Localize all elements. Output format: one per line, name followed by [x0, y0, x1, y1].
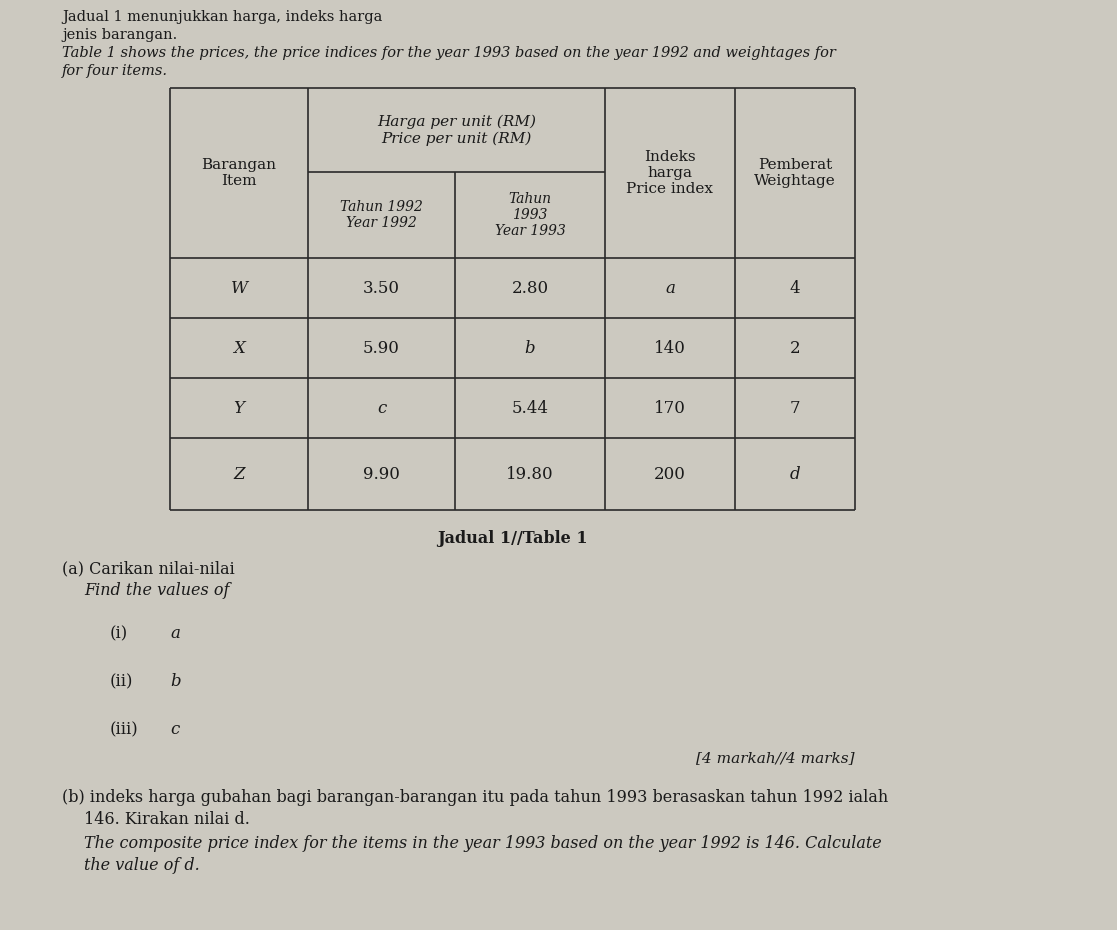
Text: 7: 7 [790, 400, 800, 417]
Text: X: X [233, 339, 245, 356]
Text: Tahun
1993
Year 1993: Tahun 1993 Year 1993 [495, 192, 565, 238]
Text: jenis barangan.: jenis barangan. [63, 28, 178, 42]
Text: 2: 2 [790, 339, 800, 356]
Text: W: W [230, 280, 248, 297]
Text: Find the values of: Find the values of [84, 582, 229, 599]
Text: (b) indeks harga gubahan bagi barangan-barangan itu pada tahun 1993 berasaskan t: (b) indeks harga gubahan bagi barangan-b… [63, 789, 888, 806]
Text: 4: 4 [790, 280, 800, 297]
Text: (iii): (iii) [109, 721, 139, 738]
Text: [4 markah//4 marks]: [4 markah//4 marks] [696, 751, 855, 765]
Text: a: a [170, 625, 180, 642]
Text: (ii): (ii) [109, 673, 134, 690]
Text: 2.80: 2.80 [512, 280, 548, 297]
Text: (a) Carikan nilai-nilai: (a) Carikan nilai-nilai [63, 560, 235, 577]
Text: b: b [170, 673, 181, 690]
Text: Z: Z [233, 466, 245, 483]
Text: Harga per unit (RM)
Price per unit (RM): Harga per unit (RM) Price per unit (RM) [378, 114, 536, 145]
Text: 140: 140 [655, 339, 686, 356]
Text: Table 1 shows the prices, the price indices for the year 1993 based on the year : Table 1 shows the prices, the price indi… [63, 46, 836, 60]
Text: 200: 200 [655, 466, 686, 483]
Text: Jadual 1 menunjukkan harga, indeks harga: Jadual 1 menunjukkan harga, indeks harga [63, 10, 382, 24]
Text: 5.90: 5.90 [363, 339, 400, 356]
Text: Y: Y [233, 400, 245, 417]
Text: Jadual 1//Table 1: Jadual 1//Table 1 [437, 530, 588, 547]
Text: c: c [170, 721, 179, 738]
Text: 3.50: 3.50 [363, 280, 400, 297]
Text: 170: 170 [655, 400, 686, 417]
Text: the value of d.: the value of d. [84, 857, 200, 874]
Text: 9.90: 9.90 [363, 466, 400, 483]
Text: Indeks
harga
Price index: Indeks harga Price index [627, 150, 714, 196]
Text: b: b [525, 339, 535, 356]
Text: c: c [376, 400, 386, 417]
Text: d: d [790, 466, 800, 483]
Text: 5.44: 5.44 [512, 400, 548, 417]
Text: (i): (i) [109, 625, 128, 642]
Text: Pemberat
Weightage: Pemberat Weightage [754, 158, 836, 188]
Text: The composite price index for the items in the year 1993 based on the year 1992 : The composite price index for the items … [84, 835, 881, 852]
Text: Tahun 1992
Year 1992: Tahun 1992 Year 1992 [340, 200, 423, 230]
Text: Barangan
Item: Barangan Item [201, 158, 277, 188]
Text: a: a [665, 280, 675, 297]
Text: 19.80: 19.80 [506, 466, 554, 483]
Text: 146. Kirakan nilai d.: 146. Kirakan nilai d. [84, 811, 250, 828]
Text: for four items.: for four items. [63, 64, 168, 78]
